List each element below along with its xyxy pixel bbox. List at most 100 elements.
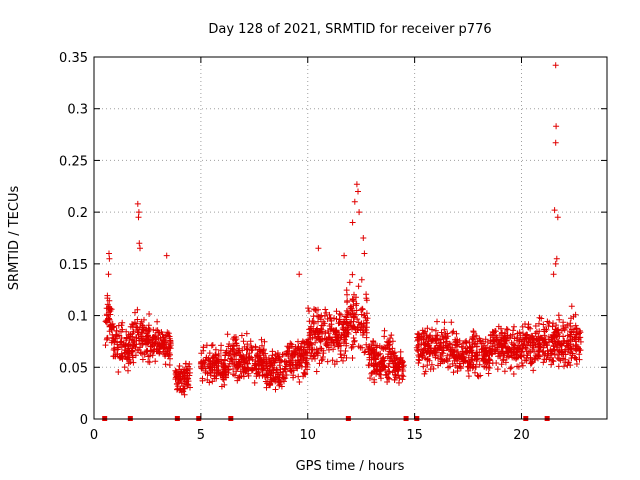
data-point	[466, 348, 473, 355]
axis-ticks: 0 0.05 0.1 0.15 0.2 0.25 0.3 0.35 0 5 10 15 20	[59, 51, 607, 443]
data-point	[117, 339, 124, 346]
data-point	[562, 359, 569, 366]
data-point	[545, 333, 552, 340]
data-point	[122, 342, 129, 349]
data-point	[451, 351, 458, 358]
data-point	[430, 365, 437, 372]
data-point	[568, 346, 575, 352]
data-point	[162, 361, 169, 368]
data-point	[380, 346, 387, 352]
data-point	[186, 365, 193, 372]
data-point	[506, 347, 512, 354]
data-point	[361, 312, 368, 319]
data-point	[455, 341, 461, 348]
data-point	[241, 367, 248, 374]
data-point	[253, 370, 260, 377]
data-point	[499, 348, 506, 355]
data-point	[354, 326, 361, 332]
data-point	[290, 374, 297, 381]
data-point	[343, 354, 350, 361]
data-point	[555, 363, 562, 370]
data-point	[218, 342, 225, 349]
data-point	[138, 335, 145, 342]
data-point	[220, 376, 227, 383]
data-point	[329, 337, 336, 344]
data-point	[481, 363, 488, 370]
data-point	[248, 367, 255, 374]
data-point	[212, 351, 219, 358]
data-point	[546, 356, 553, 363]
data-point	[344, 324, 351, 331]
data-point	[331, 327, 338, 334]
data-point	[267, 372, 274, 379]
data-point	[384, 338, 390, 345]
data-point	[222, 357, 228, 364]
data-point	[519, 362, 526, 369]
data-point	[198, 350, 205, 357]
data-point	[470, 336, 477, 343]
data-point	[267, 362, 274, 369]
data-point	[272, 374, 279, 381]
data-point	[163, 252, 170, 259]
data-point	[229, 345, 236, 352]
data-point	[386, 348, 393, 355]
data-point	[438, 329, 445, 336]
data-point	[128, 349, 135, 356]
data-point	[315, 333, 322, 340]
data-point	[309, 355, 315, 362]
data-point	[262, 378, 269, 385]
data-point	[346, 279, 353, 286]
data-point	[235, 374, 242, 381]
data-point	[247, 338, 254, 345]
data-point	[564, 342, 571, 349]
data-point	[487, 356, 493, 363]
data-point	[154, 318, 161, 325]
data-point	[514, 335, 521, 342]
data-point	[135, 214, 142, 221]
data-point	[523, 335, 530, 342]
data-point	[470, 363, 477, 370]
data-point	[157, 342, 164, 349]
data-point	[347, 322, 354, 329]
data-point	[391, 349, 398, 356]
data-point	[556, 356, 563, 363]
data-point	[151, 346, 158, 353]
data-point	[567, 337, 574, 344]
data-point	[548, 361, 555, 368]
data-point	[295, 338, 301, 345]
data-point	[561, 363, 567, 370]
data-point	[483, 360, 490, 366]
data-point	[368, 370, 375, 377]
data-point	[516, 329, 523, 336]
data-point	[513, 354, 520, 361]
data-point	[230, 351, 237, 358]
data-point	[353, 181, 360, 188]
data-point	[389, 338, 396, 345]
data-point	[327, 326, 334, 333]
data-point	[437, 353, 444, 360]
data-point	[453, 330, 460, 337]
data-point	[164, 350, 171, 357]
data-point	[498, 330, 505, 337]
data-point	[416, 357, 423, 364]
data-point	[316, 336, 323, 343]
data-point	[253, 366, 259, 373]
data-point	[391, 376, 398, 383]
data-point	[503, 326, 510, 332]
data-point	[420, 363, 427, 370]
data-point	[553, 255, 560, 262]
data-point	[133, 334, 140, 341]
data-point	[465, 373, 472, 380]
data-point	[499, 357, 506, 364]
data-point	[288, 350, 295, 357]
data-point	[394, 368, 401, 375]
data-point	[221, 381, 228, 388]
data-point	[349, 355, 356, 361]
data-point	[244, 341, 251, 348]
data-point	[295, 373, 302, 380]
data-point	[303, 359, 310, 366]
data-point	[295, 347, 302, 353]
data-point	[208, 342, 215, 349]
data-point	[348, 344, 355, 351]
